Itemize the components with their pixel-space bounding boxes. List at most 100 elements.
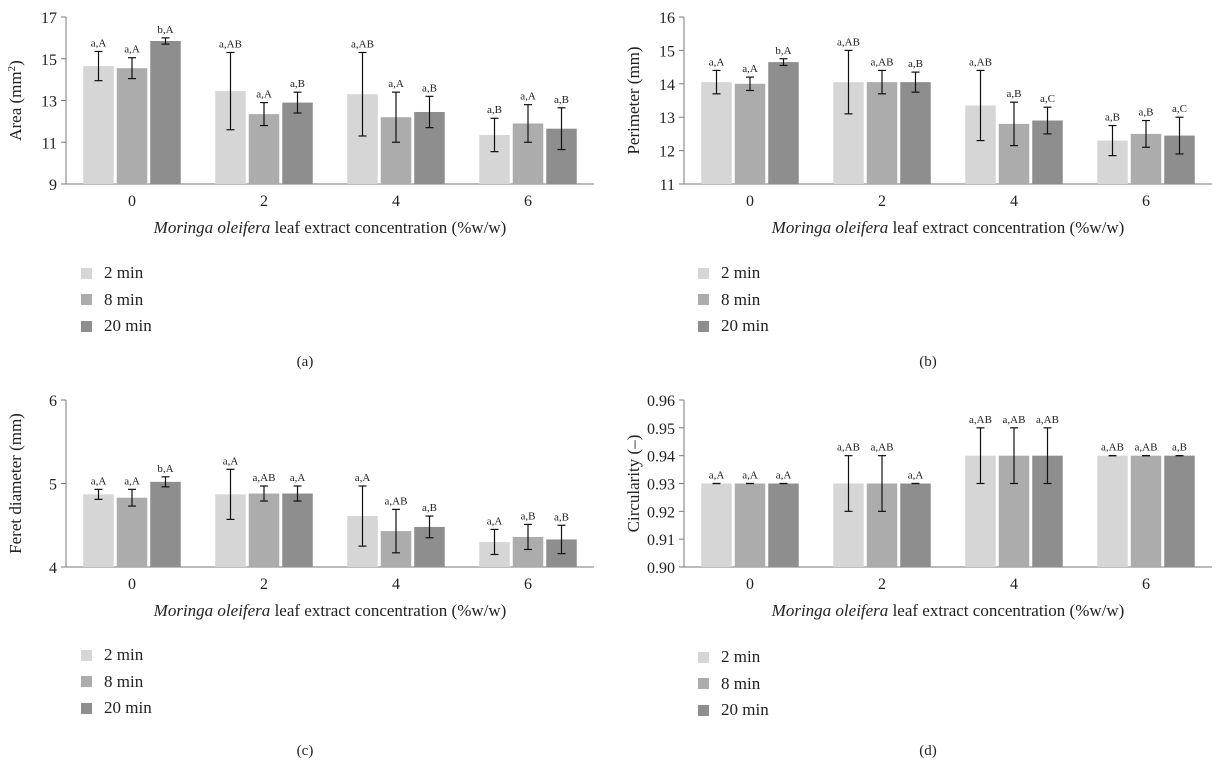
significance-label: a,AB xyxy=(1135,442,1158,454)
legend-label: 20 min xyxy=(104,316,152,336)
x-tick-label: 2 xyxy=(260,576,268,593)
legend-swatch xyxy=(698,320,709,332)
y-tick-label: 13 xyxy=(659,110,675,127)
x-tick-label: 6 xyxy=(1142,193,1150,210)
legend-label: 20 min xyxy=(104,698,152,718)
bar xyxy=(701,483,732,567)
significance-label: a,B xyxy=(422,82,437,94)
significance-label: a,A xyxy=(91,475,107,487)
y-tick-label: 5 xyxy=(49,477,57,494)
significance-label: a,AB xyxy=(837,442,860,454)
legend-swatch xyxy=(698,294,709,306)
bar xyxy=(866,82,898,184)
significance-label: a,A xyxy=(487,515,503,527)
significance-label: a,B xyxy=(487,104,502,116)
y-tick-label: 0.92 xyxy=(647,504,675,521)
bar xyxy=(1130,455,1162,567)
chart-panel-d: 0.90 0.91 0.92 0.93 0.94 0.95 0.96 Circularity … xyxy=(614,380,1228,760)
legend-label: 8 min xyxy=(104,289,144,309)
significance-label: a,A xyxy=(223,455,239,467)
bar xyxy=(768,483,799,567)
legend-label: 2 min xyxy=(721,647,761,667)
y-axis-label: Perimeter (mm) xyxy=(624,46,643,154)
bar xyxy=(248,493,280,567)
legend-swatch xyxy=(81,294,92,306)
bar xyxy=(116,497,148,567)
significance-label: a,A xyxy=(742,470,758,482)
legend-label: 8 min xyxy=(721,673,761,693)
y-tick-label: 9 xyxy=(49,177,57,194)
legend-label: 20 min xyxy=(721,316,769,336)
legend-label: 2 min xyxy=(104,263,144,283)
x-tick-label: 0 xyxy=(128,576,136,593)
significance-label: b,A xyxy=(157,463,173,475)
significance-label: a,A xyxy=(256,89,272,101)
y-tick-label: 4 xyxy=(49,560,57,577)
significance-label: a,A xyxy=(124,475,140,487)
x-tick-label: 6 xyxy=(524,576,532,593)
legend-item-8min: 8 min xyxy=(81,669,152,696)
perimeter-chart-svg: 11 12 13 14 15 16 Perimeter (mm) a,A a,A b,A 0 a,AB… xyxy=(624,10,1212,237)
significance-label: a,B xyxy=(908,58,923,70)
significance-label: b,A xyxy=(775,45,791,57)
significance-label: a,AB xyxy=(351,38,374,50)
significance-label: a,AB xyxy=(1003,414,1026,426)
x-tick-label: 0 xyxy=(746,576,754,593)
y-tick-label: 17 xyxy=(41,10,57,27)
significance-label: a,B xyxy=(521,510,536,522)
bar xyxy=(150,481,181,567)
significance-label: a,A xyxy=(91,37,107,49)
legend-item-2min: 2 min xyxy=(81,642,152,669)
x-axis-label: Moringa oleifera leaf extract concentrat… xyxy=(153,218,507,237)
panel-label: (a) xyxy=(296,354,314,370)
bar xyxy=(116,68,148,184)
y-tick-label: 0.93 xyxy=(647,477,675,494)
legend-label: 2 min xyxy=(104,645,144,665)
legend-item-8min: 8 min xyxy=(81,287,152,314)
significance-label: a,A xyxy=(908,470,924,482)
y-tick-label: 16 xyxy=(659,10,675,27)
legend: 2 min 8 min 20 min xyxy=(81,260,152,340)
legend-swatch xyxy=(81,676,92,688)
legend-swatch xyxy=(81,702,92,714)
legend: 2 min 8 min 20 min xyxy=(81,642,152,722)
legend-swatch xyxy=(81,267,92,279)
x-tick-label: 4 xyxy=(392,576,400,593)
y-tick-label: 12 xyxy=(659,144,675,161)
legend-label: 8 min xyxy=(721,289,761,309)
x-tick-label: 2 xyxy=(878,193,886,210)
x-axis-label: Moringa oleifera leaf extract concentrat… xyxy=(771,218,1125,237)
bar xyxy=(83,66,114,184)
significance-label: a,A xyxy=(124,44,140,56)
significance-label: a,B xyxy=(290,78,305,90)
x-tick-label: 2 xyxy=(260,193,268,210)
chart-panel-c: 4 5 6 Feret diameter (mm) a,A a,A b,A 0 a,A a,AB a… xyxy=(0,380,614,760)
significance-label: a,AB xyxy=(969,56,992,68)
bar xyxy=(150,41,181,184)
significance-label: a,B xyxy=(554,511,569,523)
significance-label: a,A xyxy=(709,56,725,68)
y-axis-label: Circularity (–) xyxy=(624,435,643,533)
significance-label: a,AB xyxy=(219,38,242,50)
y-tick-label: 11 xyxy=(660,177,675,194)
legend-swatch xyxy=(698,651,709,663)
significance-label: a,AB xyxy=(385,495,408,507)
panel-label: (c) xyxy=(296,743,314,759)
legend-label: 8 min xyxy=(104,671,144,691)
x-axis-label: Moringa oleifera leaf extract concentrat… xyxy=(153,601,507,620)
significance-label: a,B xyxy=(1139,107,1154,119)
legend-item-20min: 20 min xyxy=(698,313,769,340)
x-tick-label: 0 xyxy=(128,193,136,210)
significance-label: a,AB xyxy=(871,442,894,454)
significance-label: b,A xyxy=(157,24,173,36)
significance-label: a,AB xyxy=(253,472,276,484)
legend-item-8min: 8 min xyxy=(698,671,769,698)
significance-label: a,A xyxy=(388,78,404,90)
bar xyxy=(83,494,114,567)
significance-label: a,C xyxy=(1040,93,1055,105)
legend-swatch xyxy=(81,649,92,661)
x-tick-label: 4 xyxy=(392,193,400,210)
y-axis-label: Feret diameter (mm) xyxy=(6,413,25,554)
significance-label: a,AB xyxy=(871,56,894,68)
significance-label: a,A xyxy=(290,472,306,484)
